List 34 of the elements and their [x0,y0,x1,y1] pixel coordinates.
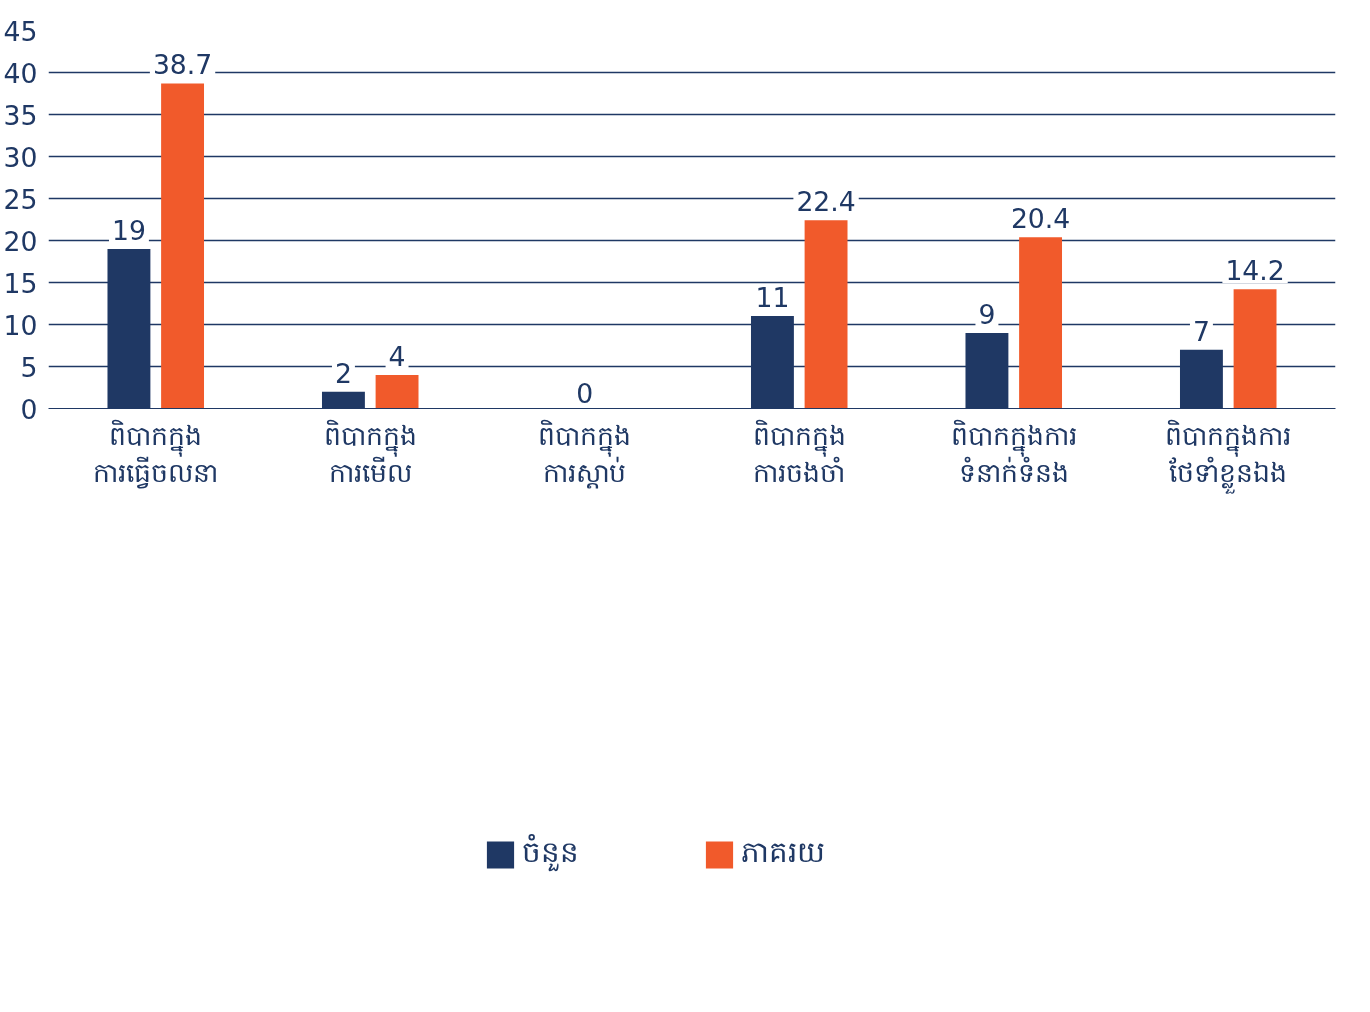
data-label: 14.2 [1225,255,1285,287]
y-tick-label: 40 [3,57,38,89]
data-label: 4 [388,340,406,372]
y-tick-label: 5 [20,351,38,383]
y-tick-label: 10 [3,309,38,341]
y-tick-label: 0 [20,393,38,425]
y-tick-label: 30 [3,141,38,173]
data-label: 9 [978,298,996,330]
y-tick-label: 20 [3,225,38,257]
bar [1019,237,1063,409]
data-label: 38.7 [152,49,213,81]
x-tick-label: ពិបាកក្នុង ការស្តាប់ [538,418,632,489]
y-tick-label: 35 [3,99,38,131]
data-label: 22.4 [796,186,856,218]
data-label: 20.4 [1010,203,1071,235]
annotation: 0 [576,377,594,409]
x-tick-label: ពិបាកក្នុង ការមើល [323,418,417,488]
bar [375,374,419,409]
data-label: 2 [334,357,352,389]
x-tick-label: ពិបាកក្នុង ការធ្វើចលនា [93,418,219,489]
y-tick-label: 15 [3,267,38,299]
data-label: 19 [111,214,146,246]
legend-label: ចំនួន [521,833,580,874]
legend-label: ភាគរយ [740,833,826,871]
x-tick-label: ពិបាកក្នុងការ ថែទាំខ្លួនឯង [1165,418,1292,494]
data-label: 11 [755,282,790,314]
y-tick-label: 45 [3,15,38,47]
bar [1233,289,1277,409]
x-tick-label: ពិបាកក្នុងការ ទំនាក់ទំនង [950,418,1077,488]
bar [804,220,848,409]
y-tick-label: 25 [3,183,38,215]
x-tick-label: ពិបាកក្នុង ការចងចាំ [752,418,846,488]
data-label: 7 [1192,315,1210,347]
bar [161,83,205,409]
